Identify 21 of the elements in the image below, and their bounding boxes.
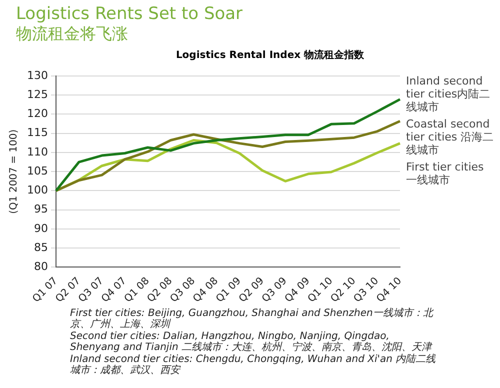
y-tick-label: 115 (26, 126, 48, 140)
text: Logistics Rental Index 物流租金指数 (174, 48, 366, 62)
y-tick-label: 120 (26, 107, 48, 120)
y-tick-label: 80 (34, 260, 48, 274)
text: Second tier cities: Dalian, Hangzhou, Ningbo, Nanjing, Qingdao, Shenyang and Tianjin 二线城市：大连、杭州、宁波、南京、青岛、沈阳、天津 (70, 331, 434, 353)
y-tick-label: 110 (26, 145, 48, 158)
y-tick-label: 100 (26, 184, 48, 197)
y-tick-label: 130 (26, 68, 48, 82)
series-label: Inland second tier cities内陆二线城市 (406, 74, 490, 114)
series-label: Coastal second tier cities 沿海二线城市 (406, 117, 494, 156)
chart-title: Logistics Rents Set to Soar (16, 4, 244, 24)
chart-subtitle: 物流租金将飞涨 (16, 24, 129, 44)
y-tick-label: 95 (34, 202, 48, 216)
y-tick-label: 125 (26, 88, 48, 101)
y-tick-label: 105 (26, 164, 48, 178)
text: First tier cities: Beijing, Guangzhou, Shanghai and Shenzhen一线城市：北京、广州、上海、深圳 (70, 308, 435, 330)
series-label: First tier cities 一线城市 (406, 160, 484, 186)
text: Inland second tier cities: Chengdu, Chongqing, Wuhan and Xi'an 内陆二线城市：成都、武汉、西安 (70, 354, 437, 376)
y-axis-title: (Q1 2007 = 100) (8, 129, 20, 214)
y-tick-label: 90 (34, 222, 48, 235)
y-tick-label: 85 (34, 240, 48, 254)
